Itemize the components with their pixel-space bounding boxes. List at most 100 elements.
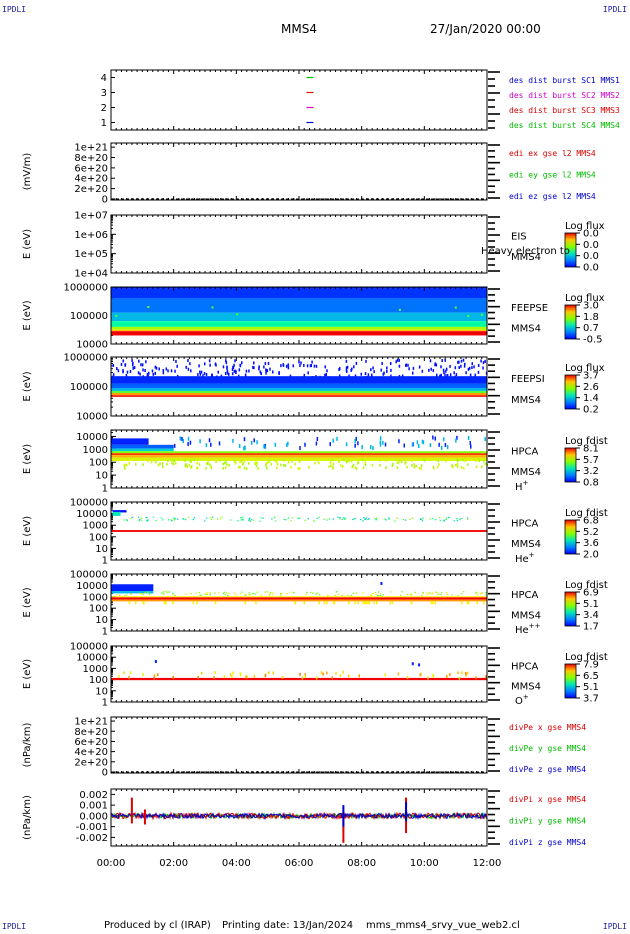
spectrogram-cell [119, 594, 121, 596]
spectrogram-cell [192, 601, 195, 605]
spectrogram-cell [111, 331, 487, 336]
spectrogram-cell [111, 591, 154, 594]
spectrogram-cell [148, 593, 151, 595]
spectrogram-cell [262, 517, 265, 519]
spectrogram-cell [111, 387, 487, 391]
spectrogram-cell [435, 363, 438, 367]
spectrogram-cell [218, 441, 221, 446]
spectrogram-cell [163, 593, 165, 595]
colorbar-tick-label: 6.5 [583, 671, 599, 682]
spectrogram-cell [362, 466, 365, 470]
spectrogram-cell [238, 443, 241, 448]
spectrogram-cell [364, 518, 366, 520]
spectrogram-cell [210, 442, 212, 447]
spectrogram-cell [297, 467, 300, 470]
y-tick-label: 1e+05 [74, 249, 108, 260]
y-tick-label: 10000 [76, 412, 108, 423]
spectrogram-cell [147, 305, 150, 308]
spectrogram-cell [265, 371, 267, 375]
spectrogram-cell [460, 593, 463, 595]
spectrogram-cell [460, 364, 462, 368]
spectrogram-cell [471, 362, 473, 366]
spectrogram-cell [172, 675, 174, 679]
spectrogram-cell [377, 595, 380, 597]
colorbar [564, 591, 577, 627]
spectrogram-cell [449, 373, 452, 377]
spectrogram-cell [480, 313, 483, 316]
spectrogram-cell [111, 312, 487, 322]
spectrogram-cell [245, 675, 247, 679]
spectrogram-cell [375, 519, 377, 521]
y-tick-label: 2e+20 [74, 184, 108, 195]
spectrogram-cell [111, 383, 487, 388]
y-tick-label: 1000 [83, 592, 108, 603]
spectrogram-cell [209, 592, 211, 594]
spectrogram-cell [232, 438, 234, 443]
spectrogram-cell [338, 374, 341, 378]
spectrogram-cell [455, 463, 457, 467]
spectrogram-cell [409, 518, 411, 520]
spectrogram-cell [253, 361, 255, 365]
spectrogram-cell [142, 673, 144, 677]
spectrogram-cell [365, 601, 368, 605]
spectrogram-cell [142, 368, 144, 372]
spectrogram-cell [168, 591, 171, 593]
spectrogram-cell [242, 519, 245, 521]
spectrogram-cell [368, 601, 371, 605]
spectrogram-cell [203, 520, 206, 522]
spectrogram-cell [248, 369, 250, 373]
spectrogram-cell [225, 359, 227, 363]
spectrogram-cell [479, 593, 482, 595]
spectrogram-cell [325, 373, 328, 377]
spectrogram-cell [167, 369, 169, 373]
spectrogram-cell [214, 601, 217, 605]
spectrogram-cell [280, 364, 282, 368]
spectrogram-cell [299, 363, 301, 367]
spectrogram-cell [396, 517, 398, 519]
spectrogram-cell [265, 462, 267, 466]
spectrogram-cell [324, 365, 326, 369]
y-tick-label: 2 [101, 103, 107, 114]
colorbar-tick-label: 6.8 [583, 516, 599, 527]
spectrogram-cell [250, 519, 253, 521]
spectrogram-cell [222, 462, 224, 466]
colorbar [564, 232, 577, 268]
spectrogram-cell [459, 518, 461, 520]
spectrogram-cell [111, 376, 487, 384]
spectrogram-cell [245, 467, 248, 470]
spectrogram-cell [434, 519, 437, 521]
spectrogram-cell [290, 520, 293, 522]
spectrogram-cell [190, 592, 192, 595]
spectrogram-cell [144, 369, 146, 373]
spectrogram-cell [233, 369, 236, 373]
spectrogram-cell [444, 442, 447, 447]
spectrogram-cell [298, 460, 301, 463]
colorbar [564, 663, 577, 699]
spectrogram-cell [429, 592, 431, 594]
spectrogram-cell [454, 366, 457, 370]
spectrogram-cell [154, 660, 157, 663]
spectrogram-cell [355, 592, 358, 594]
spectrogram-cell [334, 594, 336, 596]
spectrogram-cell [236, 313, 239, 316]
spectrogram-cell [332, 518, 335, 520]
spectrogram-cell [263, 444, 265, 449]
spectrogram-cell [348, 674, 350, 678]
spectrogram-cell [379, 440, 382, 445]
spectrogram-cell [357, 462, 359, 465]
spectrogram-cell [301, 676, 304, 680]
spectrogram-cell [202, 374, 204, 378]
spectrogram-cell [268, 459, 270, 462]
spectrogram-cell [385, 466, 387, 469]
spectrogram-cell [131, 363, 134, 367]
spectrogram-cell [409, 594, 412, 596]
spectrogram-cell [289, 374, 292, 378]
spectrogram-cell [404, 461, 407, 464]
spectrogram-cell [389, 362, 392, 366]
x-tick-label: 12:00 [473, 858, 502, 869]
colorbar-title: Log fdist [565, 508, 608, 519]
spectrogram-cell [326, 601, 328, 605]
spectrogram-cell [213, 676, 215, 680]
spectrogram-cell [116, 594, 118, 596]
